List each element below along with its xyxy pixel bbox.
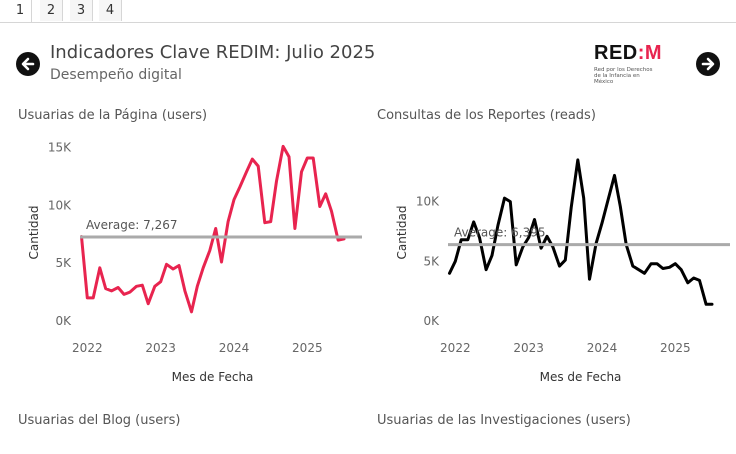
x-axis-title: Mes de Fecha — [540, 370, 622, 384]
y-axis-title: Cantidad — [395, 206, 409, 260]
x-tick-label: 2023 — [145, 341, 176, 355]
y-tick-label: 5K — [55, 256, 72, 270]
redim-logo: RED:M Red por los Derechos de la Infanci… — [594, 42, 674, 88]
y-tick-label: 0K — [423, 314, 440, 328]
y-tick-label: 10K — [48, 198, 72, 212]
logo-tagline: Red por los Derechos de la Infancia en M… — [594, 67, 653, 85]
y-tick-label: 0K — [55, 314, 72, 328]
page-users-line-chart: 0K 5K 10K 15K 2022 2023 2024 2025 Mes de Fecha Ca… — [27, 141, 362, 384]
arrow-right-circle-icon — [701, 57, 715, 71]
chart-title-blog-users: Usuarias del Blog (users) — [18, 413, 181, 428]
x-tick-label: 2025 — [292, 341, 323, 355]
report-reads-line-chart: 0K 5K 10K 2022 2023 2024 2025 Mes de Fecha Canti… — [395, 158, 730, 384]
tab-1[interactable]: 1 — [9, 0, 32, 22]
next-page-button[interactable] — [696, 52, 720, 76]
tab-3[interactable]: 3 — [70, 0, 93, 21]
x-tick-label: 2022 — [72, 341, 103, 355]
chart-title-research-users: Usuarias de las Investigaciones (users) — [377, 413, 631, 428]
sheet-tab-bar: 1 2 3 4 — [0, 0, 736, 23]
x-tick-label: 2022 — [440, 341, 471, 355]
y-tick-label: 10K — [416, 195, 440, 209]
x-tick-label: 2023 — [513, 341, 544, 355]
tab-2[interactable]: 2 — [40, 0, 63, 21]
y-tick-label: 5K — [423, 254, 440, 268]
data-series-line — [80, 144, 346, 314]
tab-4[interactable]: 4 — [99, 0, 122, 21]
page-title: Indicadores Clave REDIM: Julio 2025 — [50, 42, 376, 63]
x-tick-label: 2025 — [660, 341, 691, 355]
data-series-line — [448, 158, 714, 306]
average-label: Average: 7,267 — [86, 218, 178, 232]
x-tick-label: 2024 — [587, 341, 618, 355]
y-tick-label: 15K — [48, 141, 72, 155]
average-label: Average: 6,395 — [454, 226, 546, 240]
y-axis-title: Cantidad — [27, 206, 41, 260]
page-subtitle: Desempeño digital — [50, 67, 182, 83]
arrow-left-circle-icon — [21, 57, 35, 71]
chart-title-page-users: Usuarias de la Página (users) — [18, 108, 208, 123]
x-axis-title: Mes de Fecha — [172, 370, 254, 384]
chart-title-report-reads: Consultas de los Reportes (reads) — [377, 108, 596, 123]
previous-page-button[interactable] — [16, 52, 40, 76]
x-tick-label: 2024 — [219, 341, 250, 355]
logo-wordmark: RED:M — [594, 42, 663, 64]
